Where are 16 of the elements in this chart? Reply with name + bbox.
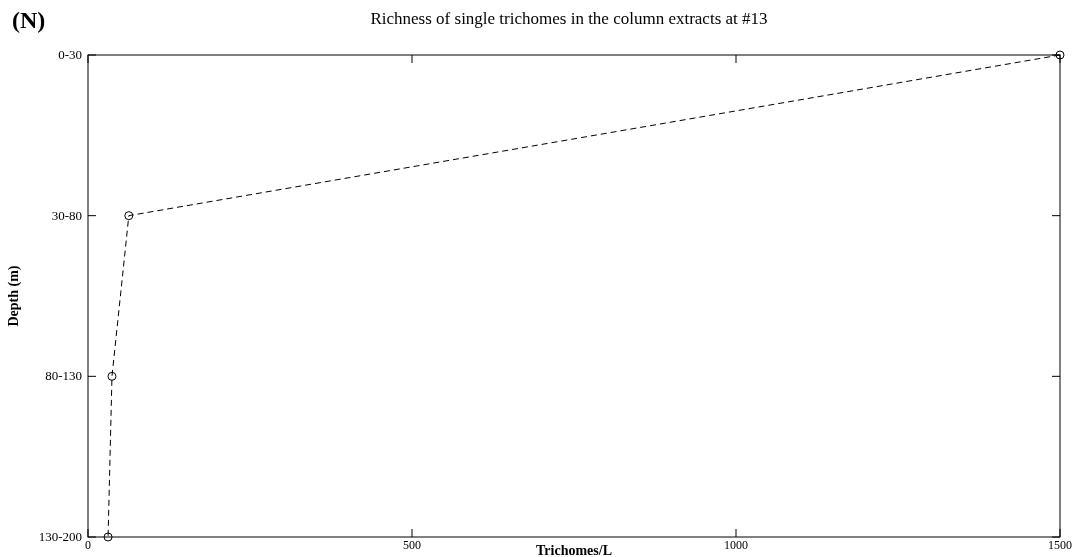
x-tick-label: 500	[403, 538, 421, 552]
text: (N)	[12, 7, 46, 33]
y-tick-label: 80-130	[45, 368, 82, 384]
chart-title: Richness of single trichomes in the column extracts at #13	[370, 9, 768, 28]
point	[124, 211, 134, 221]
x-tick-label: 1500	[1048, 538, 1072, 552]
point	[1055, 50, 1065, 60]
y-tick-label: 30-80	[51, 207, 82, 223]
x-tick-label: 0	[85, 538, 91, 552]
y-tick-label: 0-30	[58, 47, 82, 62]
point	[103, 532, 113, 542]
x-tick-label: 1000	[724, 538, 748, 552]
y-axis-title: Depth (m)	[6, 265, 22, 327]
y-tick-label: 130-200	[38, 529, 82, 544]
x-axis-title: Trichomes/L	[536, 543, 612, 557]
point	[107, 371, 117, 381]
